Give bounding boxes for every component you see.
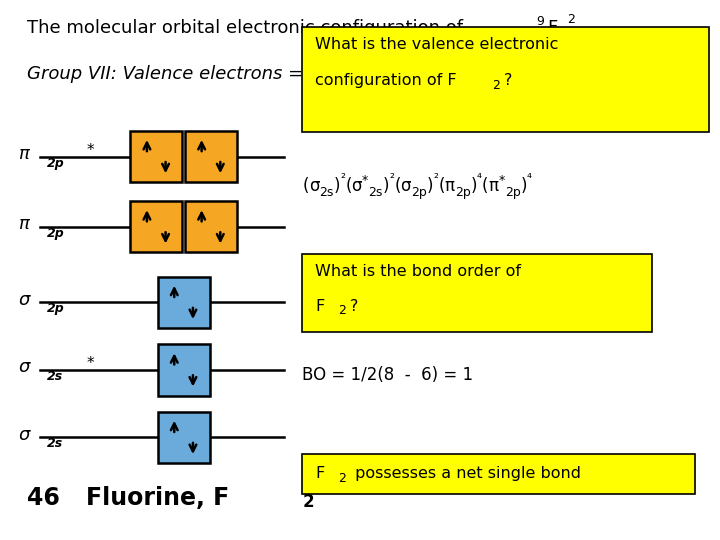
Text: 2: 2 bbox=[338, 472, 346, 485]
Text: Group VII: Valence electrons = 14: Group VII: Valence electrons = 14 bbox=[27, 65, 333, 83]
Text: ²: ² bbox=[340, 172, 345, 185]
Text: (: ( bbox=[438, 177, 445, 195]
Text: ): ) bbox=[427, 177, 433, 195]
Text: σ: σ bbox=[351, 177, 362, 195]
Text: ²: ² bbox=[389, 172, 394, 185]
Text: 2p: 2p bbox=[47, 157, 65, 170]
Text: 9: 9 bbox=[536, 15, 544, 28]
Text: F: F bbox=[547, 19, 557, 37]
Text: What is the valence electronic: What is the valence electronic bbox=[315, 37, 559, 52]
Bar bbox=[185, 201, 237, 252]
Text: ): ) bbox=[521, 177, 527, 195]
Text: possesses a net single bond: possesses a net single bond bbox=[350, 467, 581, 481]
Text: π: π bbox=[18, 145, 29, 163]
Text: F: F bbox=[315, 467, 325, 481]
Text: 2: 2 bbox=[338, 304, 346, 317]
Text: π: π bbox=[18, 215, 29, 233]
Text: 2: 2 bbox=[567, 13, 575, 26]
Text: σ: σ bbox=[18, 291, 30, 309]
Bar bbox=[302, 454, 695, 494]
Text: 2s: 2s bbox=[368, 186, 382, 199]
Text: ?: ? bbox=[504, 73, 513, 89]
Text: *: * bbox=[86, 143, 94, 158]
Text: π: π bbox=[488, 177, 498, 195]
Text: configuration of F: configuration of F bbox=[315, 73, 457, 89]
Text: ): ) bbox=[382, 177, 389, 195]
Text: 2s: 2s bbox=[47, 437, 63, 450]
Bar bbox=[185, 131, 237, 183]
Text: 2p: 2p bbox=[411, 186, 427, 199]
Text: σ: σ bbox=[18, 358, 30, 376]
Text: π: π bbox=[445, 177, 455, 195]
Text: Fluorine, F: Fluorine, F bbox=[86, 487, 230, 510]
Text: σ: σ bbox=[309, 177, 319, 195]
Text: *: * bbox=[362, 174, 368, 187]
Text: σ: σ bbox=[400, 177, 411, 195]
Text: 2s: 2s bbox=[47, 370, 63, 383]
Text: F: F bbox=[315, 299, 325, 314]
Text: 2: 2 bbox=[492, 79, 500, 92]
Bar bbox=[130, 201, 182, 252]
Text: *: * bbox=[86, 356, 94, 371]
Text: The molecular orbital electronic configuration of: The molecular orbital electronic configu… bbox=[27, 19, 469, 37]
Text: 2: 2 bbox=[302, 494, 314, 511]
Bar bbox=[302, 27, 709, 132]
Text: (: ( bbox=[482, 177, 488, 195]
Text: ²: ² bbox=[433, 172, 438, 185]
Bar bbox=[130, 131, 182, 183]
Text: What is the bond order of: What is the bond order of bbox=[315, 264, 521, 279]
Text: (: ( bbox=[302, 177, 309, 195]
Text: (: ( bbox=[394, 177, 400, 195]
Bar bbox=[158, 411, 210, 463]
Text: *: * bbox=[498, 174, 505, 187]
Text: ): ) bbox=[333, 177, 340, 195]
Text: 2s: 2s bbox=[319, 186, 333, 199]
Text: (: ( bbox=[345, 177, 351, 195]
Text: ): ) bbox=[471, 177, 477, 195]
Bar bbox=[302, 254, 652, 332]
Bar bbox=[158, 276, 210, 328]
Text: 2p: 2p bbox=[47, 302, 65, 315]
Text: 2p: 2p bbox=[455, 186, 471, 199]
Text: BO = 1/2(8  -  6) = 1: BO = 1/2(8 - 6) = 1 bbox=[302, 366, 474, 384]
Text: σ: σ bbox=[18, 426, 30, 444]
Text: 2p: 2p bbox=[47, 227, 65, 240]
Text: ⁴: ⁴ bbox=[527, 172, 532, 185]
Text: 46: 46 bbox=[27, 487, 60, 510]
Bar bbox=[158, 345, 210, 395]
Text: 2p: 2p bbox=[505, 186, 521, 199]
Text: ?: ? bbox=[350, 299, 359, 314]
Text: ⁴: ⁴ bbox=[477, 172, 482, 185]
